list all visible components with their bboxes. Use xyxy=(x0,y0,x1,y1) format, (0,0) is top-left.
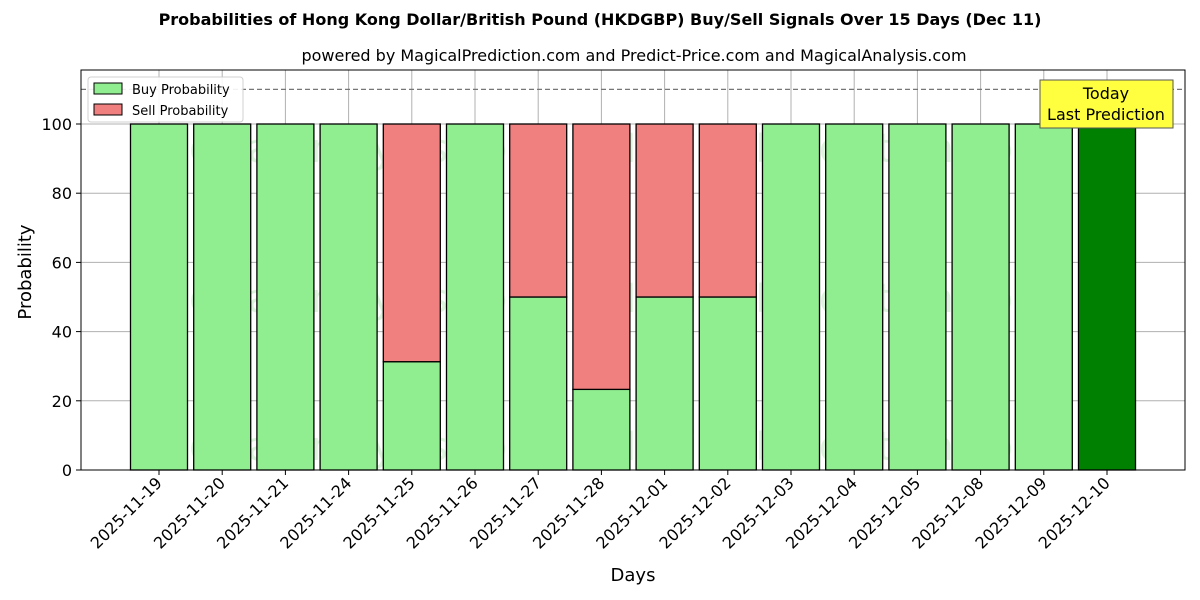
legend-label-sell: Sell Probability xyxy=(132,104,229,119)
buy-bar xyxy=(761,123,821,471)
buy-bar xyxy=(319,123,378,471)
buy-bar xyxy=(635,296,694,471)
legend-swatch-sell xyxy=(93,103,123,116)
buy-bar xyxy=(256,123,315,471)
sell-bar xyxy=(572,123,631,391)
y-tick-label: 100 xyxy=(41,115,72,134)
annotation-line1: Today xyxy=(1082,84,1129,103)
buy-bar xyxy=(445,123,505,471)
y-tick-label: 60 xyxy=(52,253,72,272)
sell-bar xyxy=(698,123,757,298)
y-axis-label: Probability xyxy=(15,224,36,319)
buy-bar xyxy=(1014,123,1073,471)
buy-bar xyxy=(193,123,252,471)
buy-bar xyxy=(698,296,757,471)
buy-bar xyxy=(509,296,568,471)
plot-frame xyxy=(80,69,1186,471)
chart-title: Probabilities of Hong Kong Dollar/Britis… xyxy=(158,10,1042,29)
y-tick-label: 0 xyxy=(62,461,72,480)
today-annotation xyxy=(1039,79,1174,129)
legend-swatch-buy xyxy=(93,82,123,95)
buy-bar xyxy=(825,123,884,471)
x-axis-label: Days xyxy=(611,565,656,586)
y-tick-label: 40 xyxy=(52,323,72,342)
annotation-line2: Last Prediction xyxy=(1047,105,1165,124)
buy-bar xyxy=(382,361,441,471)
buy-bar xyxy=(888,123,947,471)
buy-bar xyxy=(1077,123,1137,471)
legend xyxy=(87,76,244,123)
sell-bar xyxy=(635,123,694,298)
y-tick-label: 20 xyxy=(52,392,72,411)
buy-bar xyxy=(572,388,631,471)
sell-bar xyxy=(382,123,441,363)
y-tick-label: 80 xyxy=(52,184,72,203)
buy-bar xyxy=(951,123,1010,471)
legend-label-buy: Buy Probability xyxy=(132,83,230,98)
chart-subtitle: powered by MagicalPrediction.com and Pre… xyxy=(301,46,967,65)
buy-bar xyxy=(129,123,189,471)
sell-bar xyxy=(509,123,568,298)
